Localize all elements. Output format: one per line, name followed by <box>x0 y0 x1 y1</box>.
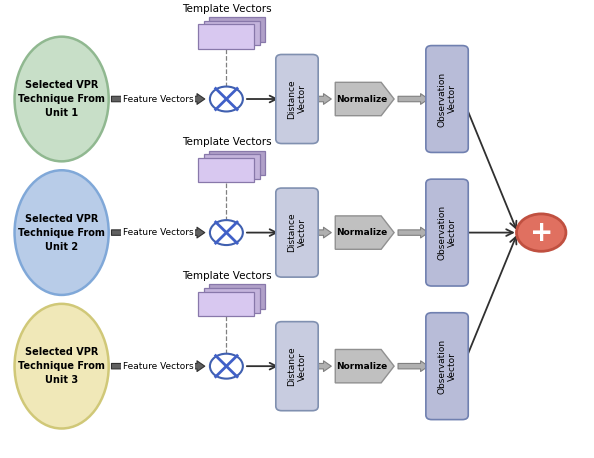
FancyBboxPatch shape <box>198 292 254 316</box>
Circle shape <box>517 214 566 251</box>
Text: Observation
Vector: Observation Vector <box>437 205 457 260</box>
Polygon shape <box>335 349 394 383</box>
FancyBboxPatch shape <box>426 46 468 153</box>
FancyBboxPatch shape <box>276 55 318 143</box>
FancyBboxPatch shape <box>209 17 265 42</box>
Text: +: + <box>529 218 553 246</box>
Ellipse shape <box>14 170 109 295</box>
FancyBboxPatch shape <box>276 188 318 277</box>
FancyBboxPatch shape <box>209 151 265 175</box>
Circle shape <box>210 354 243 379</box>
Text: Distance
Vector: Distance Vector <box>287 213 307 252</box>
Text: Distance
Vector: Distance Vector <box>287 79 307 119</box>
Text: Observation
Vector: Observation Vector <box>437 338 457 394</box>
Text: Normalize: Normalize <box>336 362 387 371</box>
FancyBboxPatch shape <box>209 284 265 309</box>
Text: Observation
Vector: Observation Vector <box>437 71 457 126</box>
Text: Feature Vectors: Feature Vectors <box>123 94 194 104</box>
Ellipse shape <box>14 304 109 429</box>
FancyBboxPatch shape <box>204 288 260 312</box>
Text: Selected VPR
Technique From
Unit 3: Selected VPR Technique From Unit 3 <box>18 347 105 385</box>
Text: Selected VPR
Technique From
Unit 2: Selected VPR Technique From Unit 2 <box>18 213 105 251</box>
Polygon shape <box>335 82 394 116</box>
Circle shape <box>210 220 243 245</box>
Text: Feature Vectors: Feature Vectors <box>123 362 194 371</box>
Polygon shape <box>335 216 394 249</box>
Text: Feature Vectors: Feature Vectors <box>123 228 194 237</box>
FancyBboxPatch shape <box>276 322 318 411</box>
Text: Template Vectors: Template Vectors <box>182 137 271 147</box>
Ellipse shape <box>14 37 109 161</box>
FancyBboxPatch shape <box>198 24 254 49</box>
FancyBboxPatch shape <box>204 154 260 179</box>
Text: Distance
Vector: Distance Vector <box>287 346 307 386</box>
Text: Normalize: Normalize <box>336 228 387 237</box>
Text: Selected VPR
Technique From
Unit 1: Selected VPR Technique From Unit 1 <box>18 80 105 118</box>
FancyBboxPatch shape <box>426 179 468 286</box>
FancyBboxPatch shape <box>426 313 468 420</box>
Text: Template Vectors: Template Vectors <box>182 271 271 281</box>
FancyBboxPatch shape <box>198 158 254 182</box>
Text: Normalize: Normalize <box>336 94 387 104</box>
Circle shape <box>210 87 243 111</box>
FancyBboxPatch shape <box>204 21 260 45</box>
Text: Template Vectors: Template Vectors <box>182 4 271 14</box>
